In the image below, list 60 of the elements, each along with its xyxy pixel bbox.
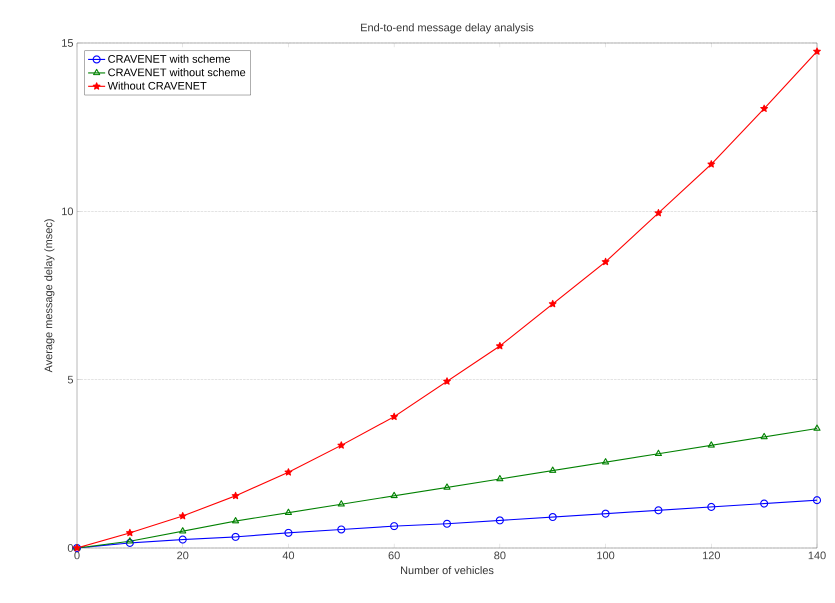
y-tick-label: 15 <box>62 39 74 47</box>
point <box>760 104 768 112</box>
x-tick-label: 60 <box>388 552 400 560</box>
point <box>284 468 292 476</box>
point <box>390 412 398 420</box>
point <box>390 492 398 498</box>
point <box>126 538 134 547</box>
point <box>443 377 451 385</box>
point <box>337 441 346 449</box>
point <box>178 512 187 520</box>
legend-label: CRAVENET with scheme <box>108 54 230 63</box>
point <box>707 502 716 511</box>
point <box>442 520 452 528</box>
point <box>496 342 504 350</box>
point <box>126 528 134 536</box>
legend-label: CRAVENET without scheme <box>108 68 246 76</box>
point <box>602 258 610 266</box>
point <box>760 432 768 440</box>
x-tick-label: 140 <box>808 552 826 560</box>
x-tick-label: 40 <box>282 552 294 560</box>
y-tick-label: 0 <box>68 544 74 552</box>
point <box>707 160 716 168</box>
x-tick-label: 80 <box>494 552 506 560</box>
point <box>548 300 557 308</box>
y-tick-label: 5 <box>68 376 74 384</box>
x-tick-label: 120 <box>702 552 720 560</box>
point <box>284 508 292 515</box>
point <box>708 441 715 448</box>
point <box>126 537 134 544</box>
x-tick-label: 100 <box>597 552 614 560</box>
x-tick-label: 0 <box>74 552 80 560</box>
point <box>549 466 556 473</box>
point <box>813 47 821 55</box>
point <box>654 506 662 514</box>
point <box>390 522 398 530</box>
point <box>760 500 768 508</box>
point <box>443 483 451 490</box>
y-tick-label: 10 <box>62 207 74 216</box>
point <box>496 474 504 482</box>
point <box>496 516 504 524</box>
x-axis-title: Number of vehicles <box>401 566 494 574</box>
point <box>813 424 821 431</box>
chart-title: End-to-end message delay analysis <box>361 23 534 34</box>
point <box>548 512 557 522</box>
point <box>232 532 240 541</box>
x-tick-label: 20 <box>177 552 188 560</box>
point <box>232 492 240 500</box>
point <box>232 517 240 524</box>
point <box>654 450 662 456</box>
point <box>812 496 822 504</box>
point <box>602 510 610 518</box>
point <box>654 208 662 216</box>
legend-label: Without CRAVENET <box>108 82 206 90</box>
point <box>179 527 186 534</box>
point <box>178 536 187 544</box>
point <box>338 500 345 507</box>
y-axis-title: Average message delay (msec) <box>44 219 54 372</box>
point <box>602 458 610 464</box>
point <box>284 528 292 537</box>
point <box>337 525 346 534</box>
